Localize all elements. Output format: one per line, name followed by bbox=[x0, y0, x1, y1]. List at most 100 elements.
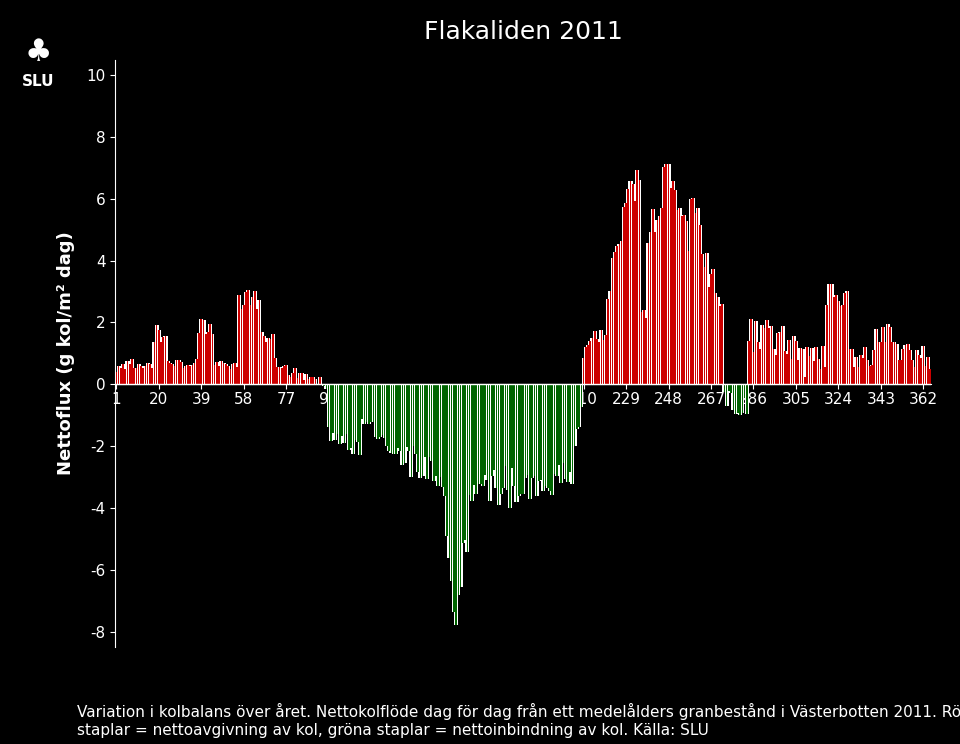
Bar bbox=[441, 385, 444, 487]
Bar bbox=[439, 385, 443, 477]
Bar bbox=[204, 334, 206, 385]
Bar bbox=[686, 251, 690, 385]
Bar bbox=[804, 377, 805, 385]
Bar bbox=[624, 202, 628, 385]
Bar bbox=[330, 385, 332, 441]
Bar bbox=[693, 213, 697, 385]
Bar bbox=[365, 385, 369, 423]
Bar bbox=[575, 385, 579, 429]
Bar bbox=[313, 379, 318, 385]
Bar bbox=[785, 354, 789, 385]
Bar bbox=[370, 385, 373, 422]
Bar bbox=[518, 385, 519, 496]
Bar bbox=[584, 347, 588, 385]
Bar bbox=[557, 385, 561, 465]
Bar bbox=[232, 363, 237, 385]
Bar bbox=[501, 385, 505, 488]
Bar bbox=[181, 368, 185, 385]
Bar bbox=[444, 385, 445, 496]
Bar bbox=[125, 369, 126, 385]
Bar bbox=[393, 385, 395, 454]
Bar bbox=[396, 385, 400, 447]
Bar bbox=[835, 295, 837, 385]
Bar bbox=[492, 385, 496, 469]
Bar bbox=[884, 342, 886, 385]
Bar bbox=[254, 291, 255, 385]
Bar bbox=[228, 369, 232, 385]
Bar bbox=[465, 385, 466, 539]
Bar bbox=[340, 385, 344, 436]
Bar bbox=[809, 348, 814, 385]
Bar bbox=[764, 328, 765, 385]
Bar bbox=[881, 327, 885, 385]
Bar bbox=[792, 336, 796, 385]
Bar bbox=[645, 318, 647, 385]
Bar bbox=[519, 385, 523, 494]
Bar bbox=[601, 330, 602, 385]
Bar bbox=[819, 368, 823, 385]
Bar bbox=[376, 385, 380, 439]
Bar bbox=[698, 225, 702, 385]
Bar bbox=[574, 385, 575, 446]
Bar bbox=[869, 366, 871, 385]
Bar bbox=[295, 368, 296, 385]
Bar bbox=[286, 375, 291, 385]
Bar bbox=[447, 385, 451, 558]
Bar bbox=[363, 385, 367, 424]
Bar bbox=[222, 363, 226, 385]
Bar bbox=[278, 367, 280, 385]
Bar bbox=[665, 164, 667, 385]
Bar bbox=[120, 368, 122, 385]
Bar bbox=[440, 385, 442, 477]
Bar bbox=[472, 385, 476, 484]
Bar bbox=[885, 324, 890, 385]
Bar bbox=[525, 385, 526, 478]
Bar bbox=[717, 297, 718, 385]
Bar bbox=[458, 385, 459, 595]
Bar bbox=[746, 385, 748, 414]
Bar bbox=[803, 377, 807, 385]
Bar bbox=[190, 365, 194, 385]
Bar bbox=[149, 364, 151, 385]
Bar bbox=[490, 385, 493, 476]
Bar bbox=[590, 338, 594, 385]
Bar bbox=[412, 385, 416, 446]
Bar bbox=[252, 298, 253, 385]
Bar bbox=[828, 284, 831, 385]
Bar bbox=[724, 385, 725, 392]
Bar bbox=[549, 385, 551, 491]
Bar bbox=[442, 385, 444, 487]
Bar bbox=[312, 377, 314, 385]
Bar bbox=[163, 336, 167, 385]
Bar bbox=[774, 355, 778, 385]
Bar bbox=[728, 385, 730, 391]
Bar bbox=[155, 325, 158, 385]
Bar bbox=[644, 318, 648, 385]
Bar bbox=[401, 385, 403, 465]
Bar bbox=[196, 359, 198, 385]
Bar bbox=[186, 365, 190, 385]
Bar bbox=[126, 361, 130, 385]
Bar bbox=[378, 385, 382, 437]
Bar bbox=[266, 338, 271, 385]
Bar bbox=[481, 385, 485, 486]
Bar bbox=[136, 365, 141, 385]
Bar bbox=[735, 385, 740, 413]
Bar bbox=[167, 361, 169, 385]
Bar bbox=[150, 368, 155, 385]
Bar bbox=[306, 379, 311, 385]
Bar bbox=[386, 385, 388, 446]
Bar bbox=[304, 374, 308, 385]
Bar bbox=[308, 379, 309, 385]
Bar bbox=[894, 342, 895, 385]
Bar bbox=[116, 366, 121, 385]
Bar bbox=[154, 342, 156, 385]
Bar bbox=[364, 385, 365, 424]
Bar bbox=[826, 306, 829, 385]
Bar bbox=[276, 367, 278, 385]
Bar bbox=[895, 344, 899, 385]
Bar bbox=[427, 385, 431, 458]
Bar bbox=[537, 385, 540, 481]
Bar bbox=[474, 385, 478, 494]
Bar bbox=[618, 244, 620, 385]
